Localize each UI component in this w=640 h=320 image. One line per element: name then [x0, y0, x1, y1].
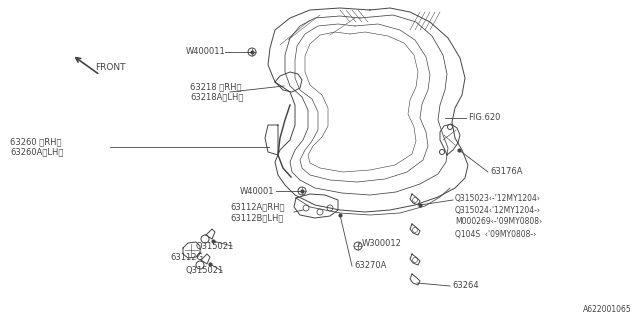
- Text: 63112A〈RH〉: 63112A〈RH〉: [230, 203, 285, 212]
- Text: 63260A〈LH〉: 63260A〈LH〉: [10, 148, 63, 156]
- Text: 63260 〈RH〉: 63260 〈RH〉: [10, 138, 61, 147]
- Text: 63218 〈RH〉: 63218 〈RH〉: [190, 83, 241, 92]
- Text: Q315021: Q315021: [185, 267, 223, 276]
- Text: 63270A: 63270A: [354, 261, 387, 270]
- Text: Q315024‹'12MY1204-›: Q315024‹'12MY1204-›: [455, 205, 541, 214]
- Text: M000269‹-'09MY0808›: M000269‹-'09MY0808›: [455, 218, 542, 227]
- Text: Q104S  ‹'09MY0808-›: Q104S ‹'09MY0808-›: [455, 229, 536, 238]
- Text: W400011: W400011: [185, 47, 225, 57]
- Text: W40001: W40001: [239, 187, 274, 196]
- Text: 63176A: 63176A: [490, 167, 522, 177]
- Text: A622001065: A622001065: [583, 305, 632, 314]
- Text: 63218A〈LH〉: 63218A〈LH〉: [190, 92, 243, 101]
- Text: 63264: 63264: [452, 282, 479, 291]
- Text: W300012: W300012: [362, 238, 402, 247]
- Text: 63112B〈LH〉: 63112B〈LH〉: [230, 213, 284, 222]
- Text: FIG.620: FIG.620: [468, 114, 500, 123]
- Text: Q315023‹-'12MY1204›: Q315023‹-'12MY1204›: [455, 194, 541, 203]
- Text: 63112G: 63112G: [170, 253, 203, 262]
- Text: Q315021: Q315021: [195, 242, 233, 251]
- Text: FRONT: FRONT: [95, 63, 125, 73]
